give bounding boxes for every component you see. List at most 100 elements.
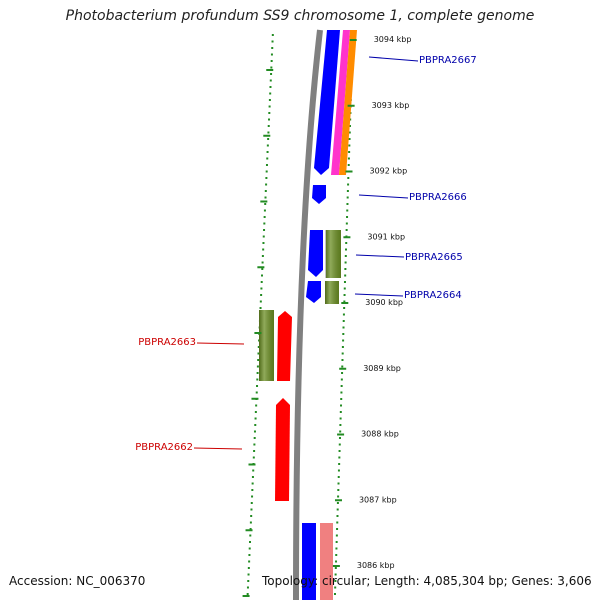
scale-dot [344,261,347,264]
scale-dot [254,411,257,413]
scale-dot [341,372,344,374]
scale-dot [269,92,272,95]
scale-tick-label: 3093 kbp [372,101,410,110]
scale-dot [336,515,339,517]
scale-dot [256,378,259,381]
cds-pbpra2664-blue[interactable] [306,281,321,303]
scale-dot [346,196,349,199]
gene-label-pbpra2667[interactable]: PBPRA2667 [419,55,477,66]
cds-bottom-pink[interactable] [320,523,333,600]
scale-dot [335,547,338,550]
scale-dot [260,287,263,290]
gene-label-pbpra2665[interactable]: PBPRA2665 [405,252,463,263]
scale-dot [256,365,259,368]
scale-dot [341,359,344,361]
scale-dot [247,580,250,582]
scale-dot [338,437,341,439]
scale-dot [263,222,266,225]
scale-dot [250,502,253,504]
scale-dot [337,495,340,498]
scale-dot [270,60,273,62]
scale-dot [249,521,252,524]
major-tick-mark [345,170,353,173]
inner-major-tick-mark [257,266,265,269]
scale-dot [256,385,259,387]
scale-tick-label: 3092 kbp [370,167,408,176]
forward-strand-features [302,30,357,600]
scale-dot [347,164,350,166]
scale-dot [336,502,339,504]
scale-dot [254,417,257,420]
scale-dot [340,385,343,387]
scale-dot [346,203,349,205]
scale-dot [251,476,254,478]
gene-label-pbpra2663[interactable]: PBPRA2663 [138,337,196,348]
scale-dot [250,508,253,511]
map-title: Photobacterium profundum SS9 chromosome … [65,8,535,24]
cds-pbpra2665-blue[interactable] [308,230,323,277]
scale-dot [265,170,268,173]
scale-dot [268,99,271,101]
scale-dot [260,274,263,277]
scale-dot [339,424,342,426]
scale-dot [344,255,347,257]
major-tick-mark [343,236,351,239]
shade-overlay-2 [325,281,339,304]
scale-dot [248,560,251,563]
scale-tick-label: 3091 kbp [367,232,405,241]
gene-label-pbpra2664[interactable]: PBPRA2664 [404,290,462,301]
scale-dot [246,593,249,595]
scale-dot [256,372,259,374]
scale-dot [344,274,347,277]
cds-orange[interactable] [339,30,357,175]
scale-dot [259,300,262,303]
scale-tick-label: 3086 kbp [357,561,395,570]
scale-dot [268,118,271,121]
scale-dot [255,404,258,407]
scale-dot [253,437,256,439]
scale-dot [262,235,265,238]
scale-dot [249,528,252,530]
scale-dot [269,86,272,88]
scale-dot [270,53,273,56]
scale-dot [345,222,348,225]
scale-dot [247,567,250,569]
cds-pbpra2666[interactable] [312,185,326,204]
scale-dot [336,528,339,530]
scale-dot [342,333,345,335]
scale-dot [338,463,341,465]
accession-text: Accession: NC_006370 [9,574,146,588]
scale-dot [251,482,254,485]
scale-dot [252,456,255,459]
reverse-strand-features [259,310,292,501]
scale-dot [262,242,265,244]
cds-pbpra2667-blue[interactable] [314,30,340,175]
scale-dot [346,190,349,192]
scale-dot [334,580,337,582]
scale-dot [339,411,342,413]
cds-bottom-blue[interactable] [302,523,316,600]
major-tick-mark [332,565,340,567]
scale-dot [348,138,351,140]
scale-tick-label: 3094 kbp [374,35,412,44]
scale-dot [270,66,273,69]
gene-label-pbpra2666[interactable]: PBPRA2666 [409,192,467,203]
cds-magenta[interactable] [331,30,350,175]
scale-dot [347,183,350,186]
scale-dot [263,229,266,231]
scale-dot [253,450,256,452]
major-tick-mark [349,39,357,41]
scale-dot [253,430,256,433]
cds-pbpra2663-red[interactable] [277,311,292,381]
gene-labels: PBPRA2667 PBPRA2666 PBPRA2665 PBPRA2664 … [135,55,477,453]
scale-dot [246,586,249,589]
major-tick-mark [334,499,342,502]
cds-pbpra2662-red[interactable] [275,398,290,501]
scale-dot [343,307,346,309]
inner-major-tick-mark [251,397,259,400]
scale-dot [334,586,337,589]
scale-dot [261,261,264,264]
gene-label-pbpra2662[interactable]: PBPRA2662 [135,442,193,453]
scale-dot [268,112,271,114]
